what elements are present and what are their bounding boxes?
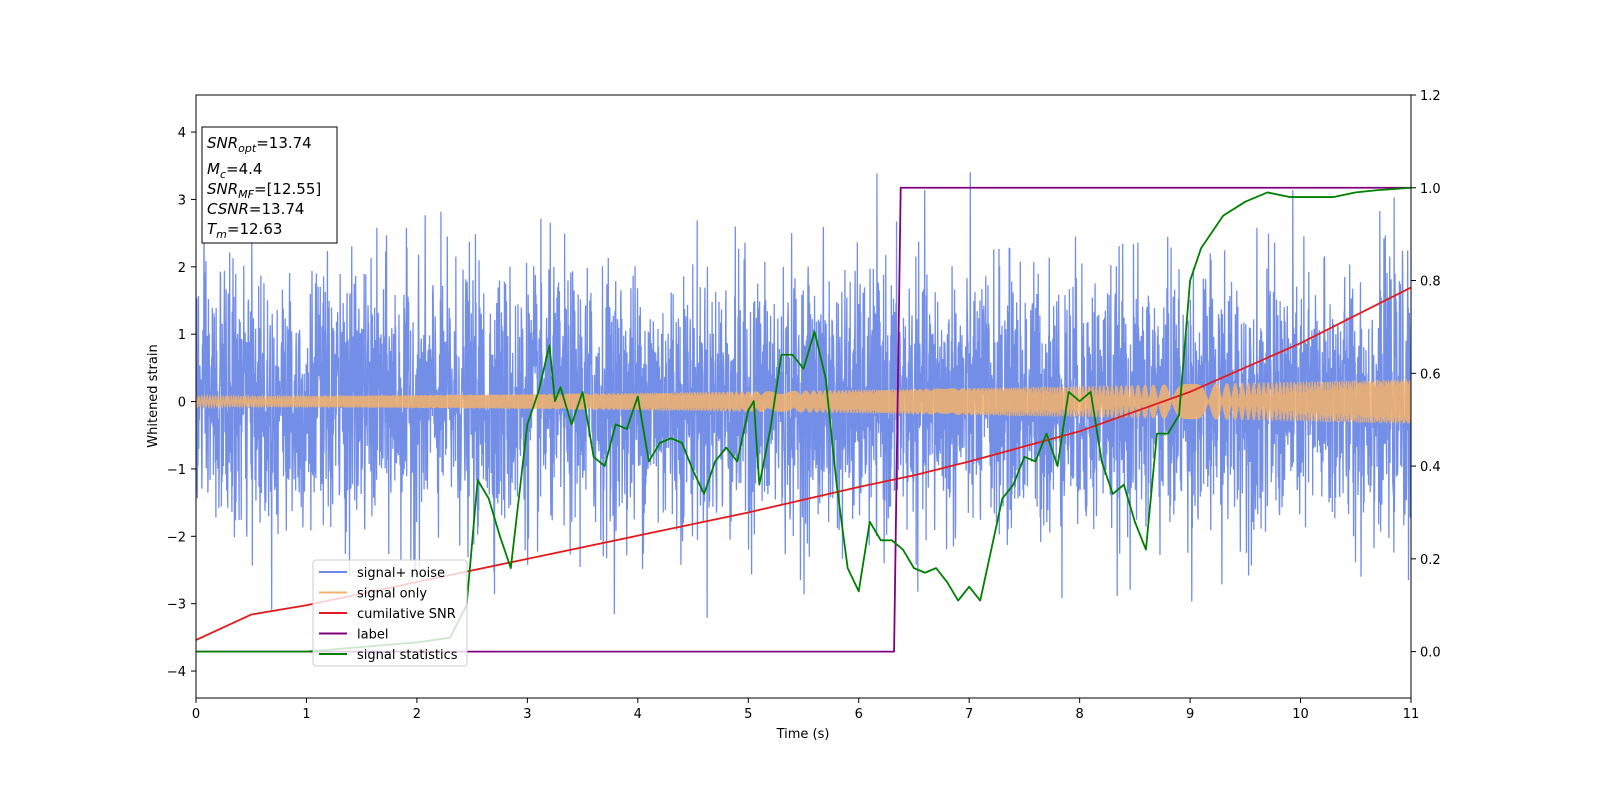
x-tick-label: 9: [1186, 707, 1194, 722]
info-box-frame: [201, 126, 338, 244]
x-tick-label: 6: [855, 707, 863, 722]
x-tick-label: 1: [302, 707, 310, 722]
x-tick-label: 2: [413, 707, 421, 722]
x-tick-label: 11: [1403, 707, 1420, 722]
y-tick-label-left: 1: [178, 328, 186, 343]
series-line-signal-only: [196, 379, 1411, 424]
x-tick-label: 3: [523, 707, 531, 722]
x-tick-label: 7: [965, 707, 973, 722]
y-tick-label-left: −1: [167, 463, 186, 478]
info-box: SNRopt=13.74Mc=4.4SNRMF=[12.55]CSNR=13.7…: [201, 126, 338, 244]
info-line: CSNR=13.74: [207, 200, 304, 218]
legend-label: signal+ noise: [357, 566, 445, 581]
y-tick-label-right: 1.0: [1420, 182, 1441, 197]
legend-label: cumilative SNR: [357, 607, 456, 622]
x-tick-label: 8: [1075, 707, 1083, 722]
x-tick-label: 10: [1292, 707, 1309, 722]
y-tick-label-right: 0.8: [1420, 275, 1441, 290]
info-line-value: =13.74: [256, 134, 312, 152]
legend-label: signal only: [357, 587, 427, 602]
info-line-value: =4.4: [226, 160, 262, 178]
y-tick-label-left: −4: [167, 665, 186, 680]
info-line-symbol: M: [207, 160, 220, 178]
info-line: Tm=12.63: [207, 220, 282, 241]
y-tick-label-left: 0: [178, 396, 186, 411]
x-tick-label: 5: [744, 707, 752, 722]
y-axis-left: 4 3 2 1 0 −1 −2 −3 −4: [167, 126, 196, 680]
y-tick-label-left: 3: [178, 193, 186, 208]
series-line-signal-noise: [196, 172, 1411, 619]
legend-label: label: [357, 628, 388, 643]
y-tick-label-right: 0.6: [1420, 367, 1441, 382]
y-tick-label-right: 0.4: [1420, 460, 1441, 475]
info-line-symbol: CSNR: [207, 200, 249, 218]
series-line-label: [196, 186, 1411, 653]
y-tick-label-right: 0.2: [1420, 553, 1441, 568]
series-line-signal-statistics: [196, 186, 1411, 653]
y-tick-label-left: −3: [167, 598, 186, 613]
legend-frame: [312, 559, 468, 667]
info-line-value: =[12.55]: [254, 180, 321, 198]
info-line-subscript: MF: [238, 188, 254, 201]
info-line-value: =13.74: [249, 200, 305, 218]
legend: signal+ noise signal only cumilative SNR la…: [312, 559, 468, 667]
info-line: Mc=4.4: [207, 160, 262, 181]
y-tick-label-left: 4: [178, 126, 186, 141]
y-tick-label-right: 1.2: [1420, 89, 1441, 104]
info-line-subscript: c: [220, 168, 226, 181]
y-tick-label-right: 0.0: [1420, 646, 1441, 661]
x-tick-label: 4: [634, 707, 642, 722]
info-line-symbol: SNR: [207, 134, 238, 152]
y-axis-right: 1.2 1.0 0.8 0.6 0.4 0.2 0.0: [1411, 89, 1441, 661]
x-axis: 0 1 2 3 4 5 6 7 8 9 10 11: [192, 698, 1419, 722]
info-line: SNRMF=[12.55]: [207, 180, 321, 201]
x-axis-label: Time (s): [776, 727, 830, 742]
y-axis-label: Whitened strain: [146, 344, 161, 447]
y-tick-label-left: −2: [167, 530, 186, 545]
legend-label: signal statistics: [357, 648, 458, 663]
x-tick-label: 0: [192, 707, 200, 722]
info-line-value: =12.63: [227, 220, 283, 238]
y-tick-label-left: 2: [178, 261, 186, 276]
plot-frame: [195, 94, 1412, 699]
info-line-subscript: m: [216, 228, 227, 241]
info-line-symbol: SNR: [207, 180, 238, 198]
info-line-subscript: opt: [238, 142, 257, 155]
info-line-symbol: T: [207, 220, 218, 238]
info-line: SNRopt=13.74: [207, 134, 312, 155]
